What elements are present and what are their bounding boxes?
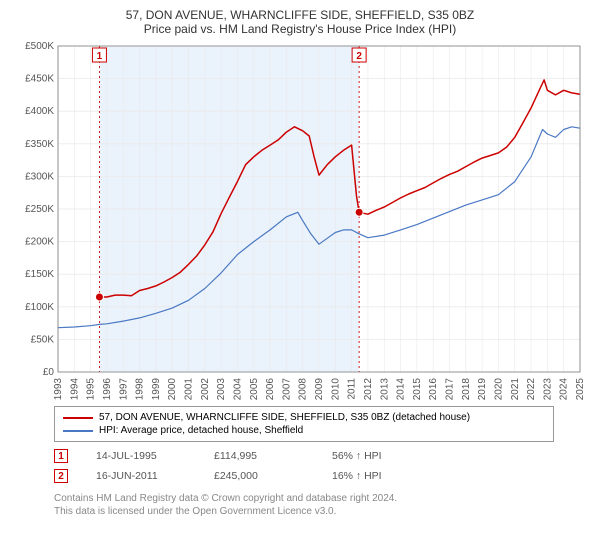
- svg-text:1994: 1994: [69, 378, 80, 400]
- svg-text:£250K: £250K: [25, 204, 54, 215]
- license-line2: This data is licensed under the Open Gov…: [54, 505, 588, 518]
- svg-text:2000: 2000: [167, 378, 178, 400]
- svg-text:£450K: £450K: [25, 74, 54, 85]
- svg-text:2008: 2008: [298, 378, 309, 400]
- legend-swatch: [63, 430, 93, 432]
- svg-text:2014: 2014: [396, 378, 407, 400]
- marker-number-badge: 1: [54, 449, 68, 463]
- svg-text:2006: 2006: [265, 378, 276, 400]
- svg-text:£100K: £100K: [25, 302, 54, 313]
- svg-text:2010: 2010: [330, 378, 341, 400]
- svg-text:£400K: £400K: [25, 106, 54, 117]
- legend-label: 57, DON AVENUE, WHARNCLIFFE SIDE, SHEFFI…: [99, 412, 470, 423]
- svg-text:2003: 2003: [216, 378, 227, 400]
- svg-text:1996: 1996: [102, 378, 113, 400]
- svg-text:2005: 2005: [249, 378, 260, 400]
- marker-price: £114,995: [214, 450, 304, 462]
- svg-text:2001: 2001: [184, 378, 195, 400]
- svg-text:2004: 2004: [232, 378, 243, 400]
- legend-swatch: [63, 417, 93, 419]
- license-text: Contains HM Land Registry data © Crown c…: [54, 492, 588, 518]
- svg-text:2024: 2024: [559, 378, 570, 400]
- svg-text:2017: 2017: [445, 378, 456, 400]
- title-main: 57, DON AVENUE, WHARNCLIFFE SIDE, SHEFFI…: [12, 8, 588, 22]
- title-sub: Price paid vs. HM Land Registry's House …: [12, 22, 588, 36]
- marker-table-row: 2 16-JUN-2011 £245,000 16% ↑ HPI: [54, 466, 588, 486]
- svg-text:1995: 1995: [86, 378, 97, 400]
- marker-date: 16-JUN-2011: [96, 470, 186, 482]
- svg-text:2012: 2012: [363, 378, 374, 400]
- legend-box: 57, DON AVENUE, WHARNCLIFFE SIDE, SHEFFI…: [54, 406, 554, 442]
- legend-label: HPI: Average price, detached house, Shef…: [99, 425, 303, 436]
- svg-text:2018: 2018: [461, 378, 472, 400]
- svg-text:2002: 2002: [200, 378, 211, 400]
- marker-price: £245,000: [214, 470, 304, 482]
- svg-text:2013: 2013: [379, 378, 390, 400]
- marker-hpi-compare: 16% ↑ HPI: [332, 470, 422, 482]
- svg-text:£150K: £150K: [25, 269, 54, 280]
- svg-text:1993: 1993: [53, 378, 64, 400]
- svg-text:2022: 2022: [526, 378, 537, 400]
- svg-text:2011: 2011: [347, 378, 358, 400]
- svg-text:£350K: £350K: [25, 139, 54, 150]
- svg-text:1997: 1997: [118, 378, 129, 400]
- marker-date: 14-JUL-1995: [96, 450, 186, 462]
- svg-text:2023: 2023: [542, 378, 553, 400]
- svg-text:2019: 2019: [477, 378, 488, 400]
- marker-hpi-compare: 56% ↑ HPI: [332, 450, 422, 462]
- license-line1: Contains HM Land Registry data © Crown c…: [54, 492, 588, 505]
- chart-title-block: 57, DON AVENUE, WHARNCLIFFE SIDE, SHEFFI…: [12, 8, 588, 36]
- svg-text:2009: 2009: [314, 378, 325, 400]
- legend-item: HPI: Average price, detached house, Shef…: [63, 424, 545, 437]
- marker-number-badge: 2: [54, 469, 68, 483]
- svg-text:£50K: £50K: [31, 334, 55, 345]
- svg-text:2: 2: [356, 51, 362, 62]
- svg-text:1998: 1998: [135, 378, 146, 400]
- svg-text:£0: £0: [43, 367, 55, 378]
- svg-text:2025: 2025: [575, 378, 586, 400]
- marker-table: 1 14-JUL-1995 £114,995 56% ↑ HPI 2 16-JUN-201…: [54, 446, 588, 486]
- chart-area: £0 £50K £100K £150K £200K £250K £300K £350K £400…: [12, 40, 588, 400]
- svg-text:2021: 2021: [510, 378, 521, 400]
- svg-text:2020: 2020: [493, 378, 504, 400]
- svg-text:1: 1: [97, 51, 103, 62]
- svg-text:2015: 2015: [412, 378, 423, 400]
- svg-text:£500K: £500K: [25, 41, 54, 52]
- marker-table-row: 1 14-JUL-1995 £114,995 56% ↑ HPI: [54, 446, 588, 466]
- svg-text:2016: 2016: [428, 378, 439, 400]
- svg-text:1999: 1999: [151, 378, 162, 400]
- svg-text:2007: 2007: [281, 378, 292, 400]
- svg-text:£200K: £200K: [25, 237, 54, 248]
- line-chart-svg: £0 £50K £100K £150K £200K £250K £300K £350K £400…: [12, 40, 588, 400]
- legend-item: 57, DON AVENUE, WHARNCLIFFE SIDE, SHEFFI…: [63, 411, 545, 424]
- svg-text:£300K: £300K: [25, 171, 54, 182]
